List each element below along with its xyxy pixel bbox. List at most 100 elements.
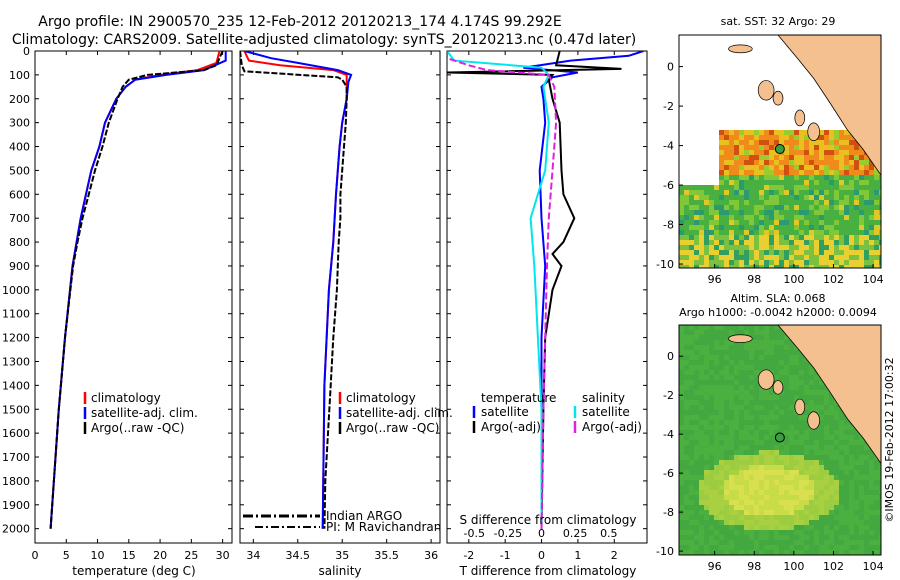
map-cell (854, 450, 859, 455)
map-cell (759, 430, 764, 435)
map-cell (819, 135, 824, 140)
map-cell (834, 240, 839, 245)
map-cell (784, 535, 789, 540)
map-cell (849, 220, 854, 225)
map-cell (824, 135, 829, 140)
map-cell (784, 465, 789, 470)
map-cell (749, 385, 754, 390)
map-cell (744, 240, 749, 245)
map-cell (714, 240, 719, 245)
map-cell (869, 465, 874, 470)
map-cell (879, 465, 881, 470)
map-cell (784, 160, 789, 165)
map-cell (724, 515, 729, 520)
map-cell (679, 490, 684, 495)
map-cell (794, 480, 799, 485)
map-cell (834, 535, 839, 540)
map-cell (869, 535, 874, 540)
map-cell (734, 145, 739, 150)
map-cell (749, 550, 754, 555)
map-cell (854, 470, 859, 475)
s-tick-label: -0.25 (494, 527, 522, 540)
map-cell (824, 150, 829, 155)
map-cell (714, 195, 719, 200)
map-cell (819, 240, 824, 245)
map-cell (819, 450, 824, 455)
map-cell (874, 195, 879, 200)
map-cell (854, 195, 859, 200)
map-cell (814, 460, 819, 465)
map-cell (849, 205, 854, 210)
map-cell (824, 540, 829, 545)
map-cell (704, 445, 709, 450)
map-cell (694, 205, 699, 210)
map-cell (729, 365, 734, 370)
map-cell (699, 535, 704, 540)
map-cell (779, 195, 784, 200)
map-cell (799, 260, 804, 265)
map-cell (779, 470, 784, 475)
map-cell (799, 530, 804, 535)
map-cell (809, 220, 814, 225)
map-cell (824, 435, 829, 440)
map-cell (799, 495, 804, 500)
map-cell (829, 135, 834, 140)
map-cell (879, 175, 881, 180)
map-cell (844, 520, 849, 525)
map-cell (874, 485, 879, 490)
map-cell (769, 220, 774, 225)
map-cell (824, 485, 829, 490)
map-cell (729, 410, 734, 415)
map-cell (749, 205, 754, 210)
map-cell (699, 235, 704, 240)
map-cell (734, 365, 739, 370)
map-cell (739, 375, 744, 380)
map-cell (719, 350, 724, 355)
map-cell (774, 165, 779, 170)
map-cell (764, 490, 769, 495)
map-cell (794, 470, 799, 475)
map-cell (879, 195, 881, 200)
map-cell (729, 190, 734, 195)
map-cell (744, 505, 749, 510)
map-cell (854, 465, 859, 470)
map-cell (824, 420, 829, 425)
map-cell (719, 240, 724, 245)
float-marker (774, 432, 785, 443)
map-cell (809, 140, 814, 145)
map-cell (714, 485, 719, 490)
map-cell (824, 490, 829, 495)
map-cell (749, 230, 754, 235)
map-cell (724, 370, 729, 375)
map-cell (794, 385, 799, 390)
map-cell (749, 260, 754, 265)
map-cell (804, 430, 809, 435)
map-cell (704, 325, 709, 330)
map-cell (679, 340, 684, 345)
map-cell (754, 385, 759, 390)
map-cell (874, 200, 879, 205)
map-cell (814, 375, 819, 380)
map-cell (764, 355, 769, 360)
map-cell (714, 420, 719, 425)
map-cell (724, 245, 729, 250)
map-cell (689, 505, 694, 510)
map-cell (804, 435, 809, 440)
map-cell (829, 215, 834, 220)
map-cell (809, 375, 814, 380)
map-cell (684, 250, 689, 255)
map-cell (879, 215, 881, 220)
map-cell (769, 490, 774, 495)
map-cell (754, 430, 759, 435)
map-cell (849, 455, 854, 460)
map-cell (839, 170, 844, 175)
map-cell (719, 495, 724, 500)
map-cell (724, 220, 729, 225)
map-cell (719, 470, 724, 475)
map-cell (704, 505, 709, 510)
map-cell (714, 410, 719, 415)
map-cell (714, 360, 719, 365)
map-cell (719, 210, 724, 215)
map-cell (709, 530, 714, 535)
map-cell (854, 235, 859, 240)
